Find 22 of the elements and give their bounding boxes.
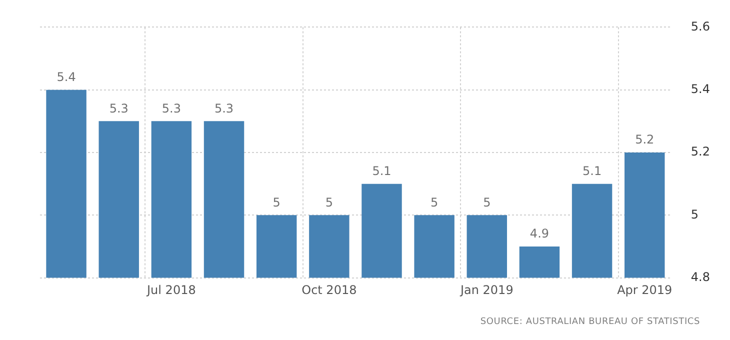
- x-tick-label: Jan 2019: [459, 283, 514, 298]
- y-tick-label: 4.8: [690, 270, 710, 284]
- y-tick-label: 5.4: [690, 82, 710, 96]
- data-label: 5.3: [109, 101, 128, 116]
- data-label: 5.1: [372, 164, 392, 178]
- data-label: 5.4: [56, 70, 76, 84]
- data-label: 5: [430, 195, 438, 210]
- data-label: 5.3: [214, 101, 234, 116]
- data-label: 4.9: [530, 226, 550, 241]
- source-note: SOURCE: AUSTRALIAN BUREAU OF STATISTICS: [480, 317, 700, 327]
- data-label: 5: [325, 195, 333, 210]
- y-tick-label: 5: [690, 207, 699, 222]
- data-label: 5.2: [635, 132, 654, 147]
- x-tick-label: Oct 2018: [302, 283, 357, 298]
- x-tick-label: Jul 2018: [146, 283, 196, 298]
- data-label: 5.1: [582, 164, 602, 178]
- y-tick-label: 5.6: [690, 19, 710, 34]
- y-tick-label: 5.2: [690, 144, 710, 159]
- data-label: 5: [483, 195, 491, 210]
- data-label: 5: [272, 195, 280, 210]
- data-label: 5.3: [162, 101, 181, 116]
- x-tick-label: Apr 2019: [617, 283, 672, 298]
